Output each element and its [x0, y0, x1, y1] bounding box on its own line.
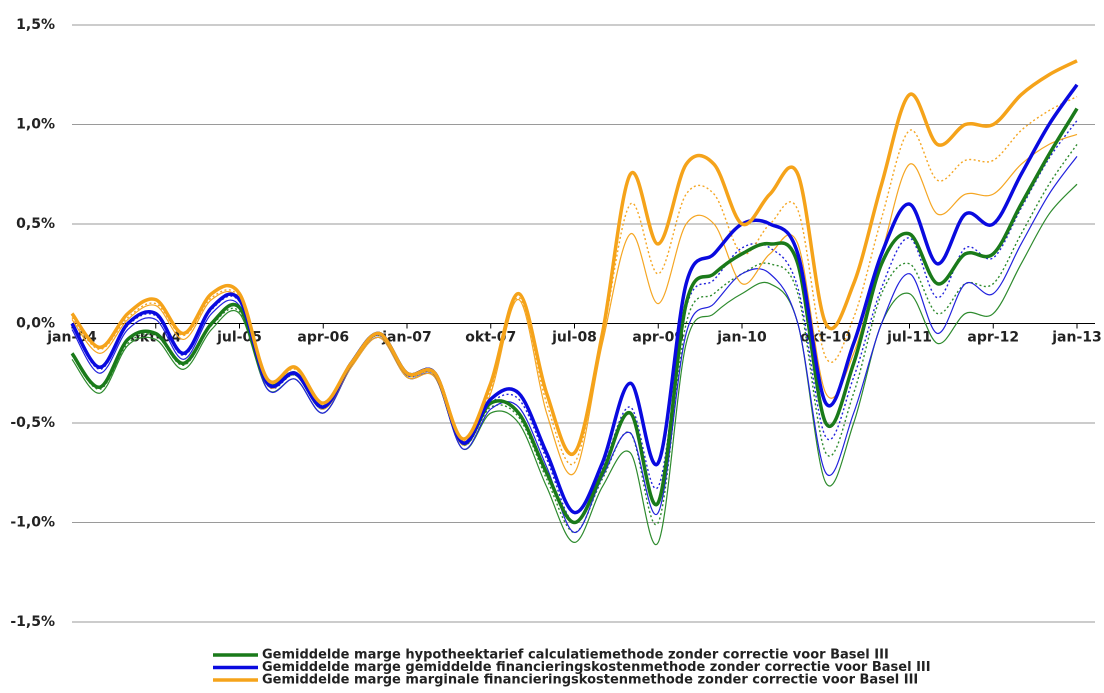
legend-label: Gemiddelde marge hypotheektarief calcula… — [262, 648, 889, 663]
series-line — [71, 133, 1078, 476]
x-tick-label: jan-10 — [716, 330, 767, 346]
series-line — [70, 83, 1079, 515]
y-tick-label: -1,5% — [10, 614, 55, 630]
legend-label: Gemiddelde marge marginale financierings… — [262, 673, 918, 688]
x-tick-label: okt-07 — [465, 330, 516, 346]
series-line — [71, 96, 1078, 466]
y-tick-label: 1,5% — [16, 17, 55, 33]
y-tick-label: 0,0% — [16, 316, 55, 332]
x-tick-label: jul-11 — [886, 330, 932, 346]
y-tick-label: -0,5% — [10, 415, 55, 431]
x-tick-label: apr-12 — [967, 330, 1019, 346]
legend: Gemiddelde marge hypotheektarief calcula… — [213, 648, 931, 688]
series-line — [70, 107, 1079, 525]
x-tick-label: jan-07 — [381, 330, 432, 346]
x-tick-label: jul-08 — [551, 330, 597, 346]
legend-label: Gemiddelde marge gemiddelde financiering… — [262, 660, 931, 675]
y-tick-label: 0,5% — [16, 216, 55, 232]
y-tick-label: -1,0% — [10, 515, 55, 531]
x-tick-label: apr-09 — [632, 330, 684, 346]
series-line — [70, 59, 1078, 457]
x-tick-label: apr-06 — [297, 330, 349, 346]
y-tick-label: 1,0% — [16, 117, 55, 133]
x-tick-label: jan-13 — [1051, 330, 1102, 346]
